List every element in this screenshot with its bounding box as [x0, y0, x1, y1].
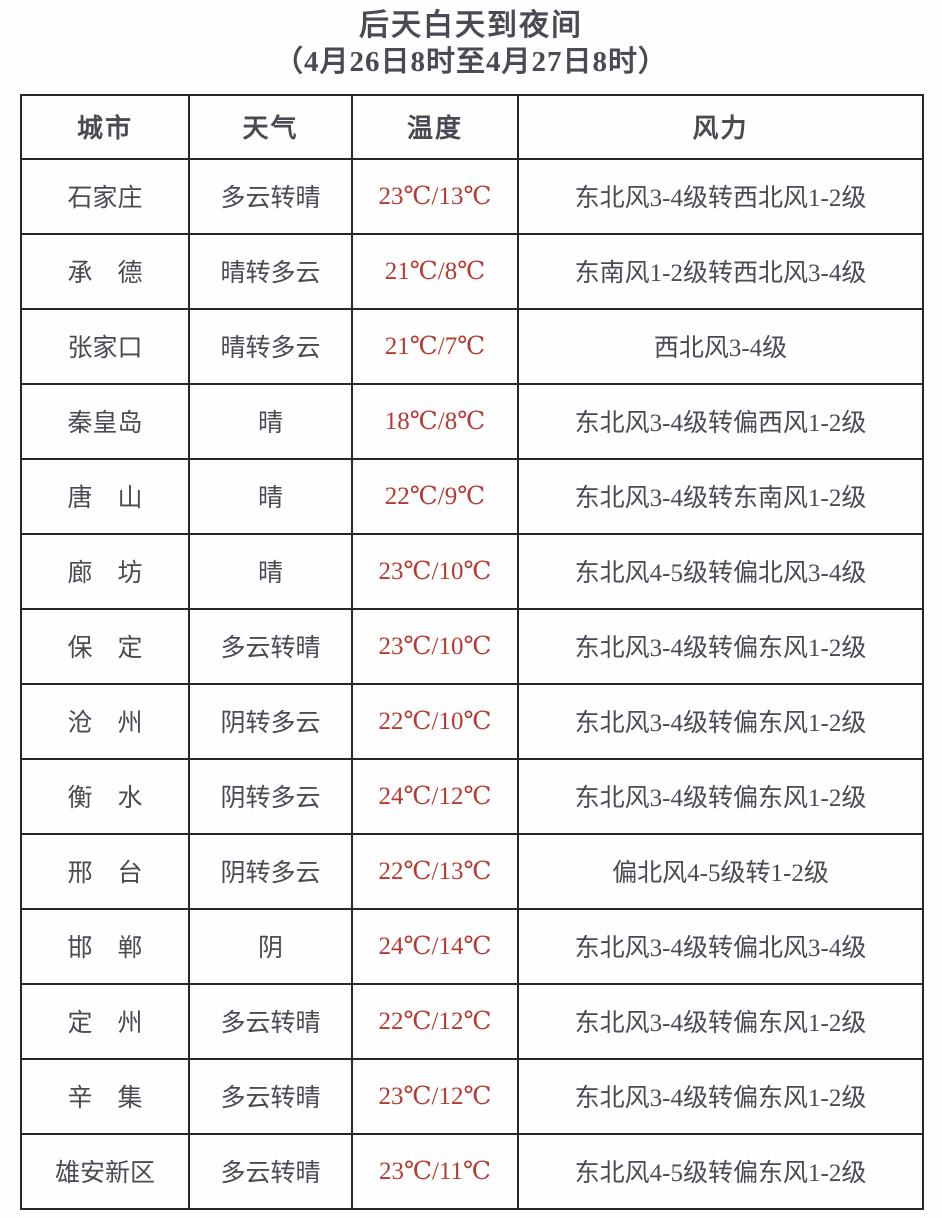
city-cell: 沧 州 [20, 682, 190, 760]
temperature-cell: 23℃/13℃ [351, 157, 519, 235]
temperature-cell: 23℃/10℃ [351, 532, 519, 610]
table-row: 唐 山 晴 22℃/9℃ 东北风3-4级转东南风1-2级 [20, 457, 924, 535]
temperature-cell: 22℃/9℃ [351, 457, 519, 535]
table-row: 石家庄 多云转晴 23℃/13℃ 东北风3-4级转西北风1-2级 [20, 157, 924, 235]
table-row: 承 德 晴转多云 21℃/8℃ 东南风1-2级转西北风3-4级 [20, 232, 924, 310]
weather-cell: 阴转多云 [188, 757, 353, 835]
header-wind: 风力 [517, 93, 924, 160]
temperature-cell: 18℃/8℃ [351, 382, 519, 460]
weather-cell: 多云转晴 [188, 1057, 353, 1135]
city-cell: 承 德 [20, 232, 190, 310]
city-cell: 雄安新区 [20, 1132, 190, 1210]
page-title: 后天白天到夜间 （4月26日8时至4月27日8时） [20, 8, 922, 80]
wind-cell: 东北风3-4级转东南风1-2级 [517, 457, 924, 535]
temperature-cell: 22℃/10℃ [351, 682, 519, 760]
header-temp: 温度 [351, 93, 519, 160]
table-row: 辛 集 多云转晴 23℃/12℃ 东北风3-4级转偏东风1-2级 [20, 1057, 924, 1135]
weather-cell: 多云转晴 [188, 157, 353, 235]
weather-table: 城市 天气 温度 风力 石家庄 多云转晴 23℃/13℃ 东北风3-4级转西北风… [20, 93, 924, 1210]
wind-cell: 东北风3-4级转偏东风1-2级 [517, 982, 924, 1060]
wind-cell: 东北风4-5级转偏东风1-2级 [517, 1132, 924, 1210]
city-cell: 辛 集 [20, 1057, 190, 1135]
table-row: 邢 台 阴转多云 22℃/13℃ 偏北风4-5级转1-2级 [20, 832, 924, 910]
title-line-1: 后天白天到夜间 [359, 9, 583, 42]
city-cell: 衡 水 [20, 757, 190, 835]
table-row: 秦皇岛 晴 18℃/8℃ 东北风3-4级转偏西风1-2级 [20, 382, 924, 460]
weather-cell: 晴 [188, 457, 353, 535]
weather-cell: 多云转晴 [188, 1132, 353, 1210]
table-row: 邯 郸 阴 24℃/14℃ 东北风3-4级转偏北风3-4级 [20, 907, 924, 985]
table-header-row: 城市 天气 温度 风力 [20, 93, 924, 160]
weather-cell: 晴转多云 [188, 232, 353, 310]
weather-cell: 晴转多云 [188, 307, 353, 385]
wind-cell: 东北风3-4级转西北风1-2级 [517, 157, 924, 235]
wind-cell: 东北风4-5级转偏北风3-4级 [517, 532, 924, 610]
wind-cell: 东北风3-4级转偏东风1-2级 [517, 757, 924, 835]
weather-cell: 阴转多云 [188, 832, 353, 910]
city-cell: 石家庄 [20, 157, 190, 235]
wind-cell: 东北风3-4级转偏北风3-4级 [517, 907, 924, 985]
header-city: 城市 [20, 93, 190, 160]
wind-cell: 东北风3-4级转偏东风1-2级 [517, 607, 924, 685]
temperature-cell: 22℃/12℃ [351, 982, 519, 1060]
city-cell: 邯 郸 [20, 907, 190, 985]
table-row: 廊 坊 晴 23℃/10℃ 东北风4-5级转偏北风3-4级 [20, 532, 924, 610]
table-row: 张家口 晴转多云 21℃/7℃ 西北风3-4级 [20, 307, 924, 385]
weather-cell: 晴 [188, 382, 353, 460]
city-cell: 邢 台 [20, 832, 190, 910]
wind-cell: 东北风3-4级转偏东风1-2级 [517, 1057, 924, 1135]
temperature-cell: 23℃/11℃ [351, 1132, 519, 1210]
temperature-cell: 21℃/7℃ [351, 307, 519, 385]
city-cell: 张家口 [20, 307, 190, 385]
weather-cell: 多云转晴 [188, 607, 353, 685]
wind-cell: 西北风3-4级 [517, 307, 924, 385]
temperature-cell: 24℃/14℃ [351, 907, 519, 985]
header-weather: 天气 [188, 93, 353, 160]
city-cell: 保 定 [20, 607, 190, 685]
table-row: 保 定 多云转晴 23℃/10℃ 东北风3-4级转偏东风1-2级 [20, 607, 924, 685]
table-row: 定 州 多云转晴 22℃/12℃ 东北风3-4级转偏东风1-2级 [20, 982, 924, 1060]
title-line-2: （4月26日8时至4月27日8时） [273, 45, 668, 78]
weather-cell: 阴转多云 [188, 682, 353, 760]
weather-cell: 晴 [188, 532, 353, 610]
wind-cell: 偏北风4-5级转1-2级 [517, 832, 924, 910]
temperature-cell: 22℃/13℃ [351, 832, 519, 910]
wind-cell: 东北风3-4级转偏东风1-2级 [517, 682, 924, 760]
temperature-cell: 23℃/12℃ [351, 1057, 519, 1135]
city-cell: 定 州 [20, 982, 190, 1060]
city-cell: 廊 坊 [20, 532, 190, 610]
temperature-cell: 23℃/10℃ [351, 607, 519, 685]
city-cell: 秦皇岛 [20, 382, 190, 460]
wind-cell: 东南风1-2级转西北风3-4级 [517, 232, 924, 310]
table-row: 雄安新区 多云转晴 23℃/11℃ 东北风4-5级转偏东风1-2级 [20, 1132, 924, 1210]
city-cell: 唐 山 [20, 457, 190, 535]
temperature-cell: 21℃/8℃ [351, 232, 519, 310]
table-row: 衡 水 阴转多云 24℃/12℃ 东北风3-4级转偏东风1-2级 [20, 757, 924, 835]
weather-cell: 多云转晴 [188, 982, 353, 1060]
temperature-cell: 24℃/12℃ [351, 757, 519, 835]
wind-cell: 东北风3-4级转偏西风1-2级 [517, 382, 924, 460]
table-row: 沧 州 阴转多云 22℃/10℃ 东北风3-4级转偏东风1-2级 [20, 682, 924, 760]
weather-cell: 阴 [188, 907, 353, 985]
